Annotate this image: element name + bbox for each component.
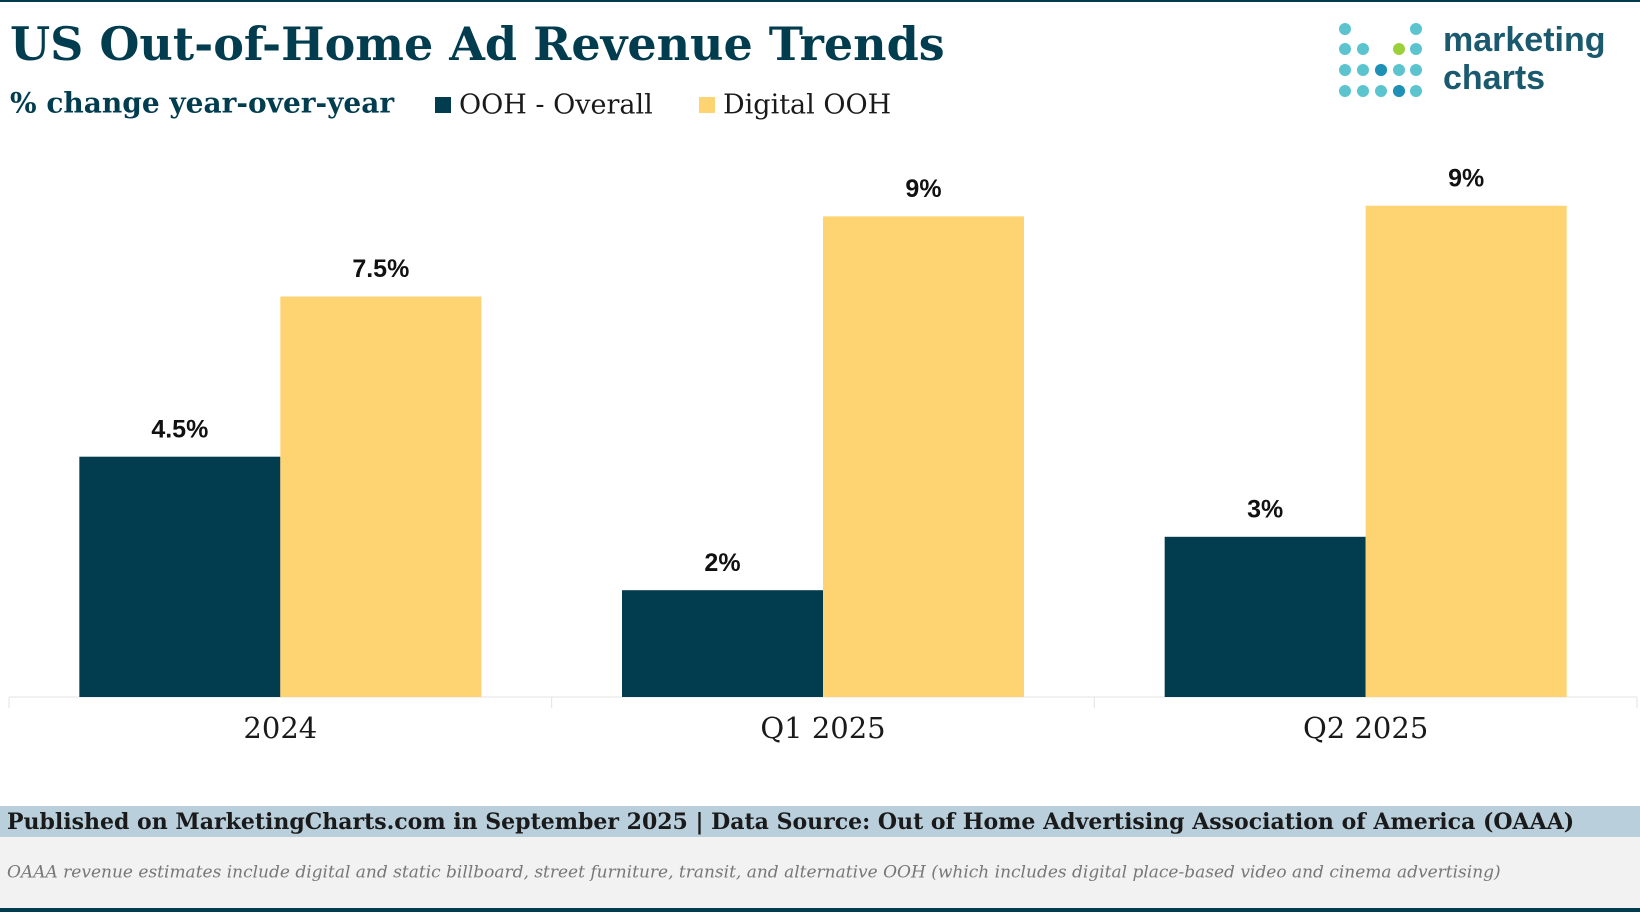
logo-text: marketing <box>1443 21 1606 59</box>
bar <box>280 296 482 697</box>
legend-swatch <box>435 97 451 113</box>
bar <box>622 590 823 697</box>
logo-text: charts <box>1443 59 1545 97</box>
bar <box>823 216 1024 697</box>
note-band <box>0 837 1640 908</box>
bar <box>1365 205 1567 697</box>
top-rule <box>0 0 1640 2</box>
value-label: 4.5% <box>151 415 208 443</box>
legend-label: Digital OOH <box>723 90 891 121</box>
bottom-rule <box>0 908 1640 912</box>
x-tick-label: Q1 2025 <box>760 711 885 745</box>
bar <box>1164 536 1366 697</box>
x-tick-label: 2024 <box>243 711 317 745</box>
bar <box>79 456 281 697</box>
footer-band <box>0 806 1640 837</box>
value-label: 2% <box>704 549 740 577</box>
footer-note: OAAA revenue estimates include digital a… <box>7 863 1501 883</box>
value-label: 7.5% <box>352 255 409 283</box>
logo: marketing charts <box>1339 21 1606 97</box>
value-label: 9% <box>905 175 941 203</box>
value-label: 9% <box>1448 164 1484 192</box>
legend-swatch <box>699 97 715 113</box>
chart-title: US Out-of-Home Ad Revenue Trends <box>10 17 945 71</box>
x-tick-label: Q2 2025 <box>1303 711 1428 745</box>
footer-source: Published on MarketingCharts.com in Sept… <box>7 809 1574 835</box>
value-label: 3% <box>1247 495 1283 523</box>
legend-label: OOH - Overall <box>459 90 653 121</box>
chart-subtitle: % change year-over-year <box>10 87 395 120</box>
